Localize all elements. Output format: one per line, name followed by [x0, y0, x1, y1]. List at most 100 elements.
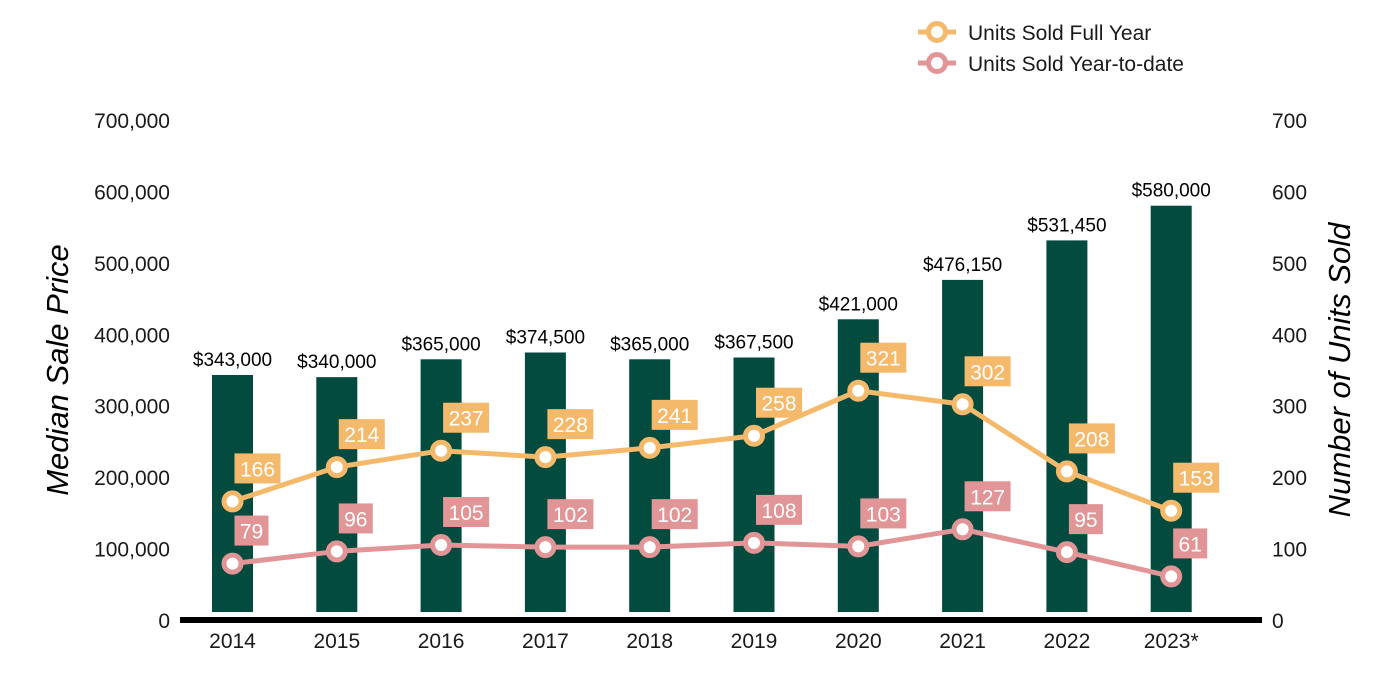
bar [629, 359, 671, 612]
data-label: 61 [1179, 533, 1202, 556]
data-label: 237 [449, 408, 484, 431]
left-axis-title: Median Sale Price [40, 244, 75, 496]
data-label: 166 [240, 458, 275, 481]
bar-value-label: $531,450 [1027, 215, 1106, 236]
bar-value-label: $374,500 [506, 328, 585, 349]
data-label: 79 [240, 521, 263, 544]
data-label-box [547, 409, 594, 440]
data-label-box [1173, 528, 1208, 559]
data-label: 102 [553, 504, 588, 527]
left-tick-label: 400,000 [94, 324, 170, 347]
bar-value-label: $340,000 [297, 352, 376, 373]
data-label: 102 [657, 504, 692, 527]
data-point [1160, 499, 1183, 522]
right-tick-label: 500 [1272, 253, 1307, 276]
bar [420, 359, 462, 612]
legend-item: Units Sold Full Year [918, 21, 1151, 45]
data-point [534, 446, 557, 469]
bar-value-label: $421,000 [819, 294, 898, 315]
data-label-box [651, 499, 698, 530]
right-axis-title: Number of Units Sold [1322, 221, 1357, 517]
legend-label: Units Sold Full Year [968, 22, 1151, 45]
x-tick-label: 2022 [1044, 630, 1091, 653]
data-label: 214 [344, 424, 379, 447]
data-label: 103 [866, 503, 901, 526]
data-label: 108 [761, 500, 796, 523]
x-tick-label: 2014 [209, 630, 256, 653]
line-series-2: 79 96 105 102 102 108 103 127 95 61 [221, 481, 1208, 588]
legend-swatch-marker [926, 21, 948, 43]
bar-value-labels: $343,000 $340,000 $365,000 $374,500 $365,000… [193, 181, 1211, 373]
right-axis-ticks: 0 100 200 300 400 500 600 700 [1272, 110, 1307, 633]
data-label-box [1068, 504, 1103, 535]
data-point [1055, 460, 1078, 483]
left-tick-label: 0 [158, 610, 170, 633]
data-label: 302 [970, 361, 1005, 384]
data-label-box [338, 419, 385, 450]
data-point [430, 439, 453, 462]
data-label-box [338, 503, 373, 534]
left-tick-label: 500,000 [94, 253, 170, 276]
data-label: 96 [344, 508, 367, 531]
data-label-box [651, 399, 698, 430]
data-label-box [547, 499, 594, 530]
line-series: 166 214 237 228 241 258 321 302 208 153 79 96 105 102… [221, 342, 1220, 588]
data-point [1160, 565, 1183, 588]
legend-item: Units Sold Year-to-date [918, 52, 1184, 76]
x-tick-label: 2021 [939, 630, 986, 653]
data-point [325, 456, 348, 479]
data-label: 105 [449, 502, 484, 525]
legend: Units Sold Full Year Units Sold Year-to-d… [918, 21, 1184, 76]
x-tick-label: 2019 [731, 630, 778, 653]
data-point [951, 518, 974, 541]
x-tick-label: 2015 [313, 630, 360, 653]
data-label: 241 [657, 405, 692, 428]
data-point [743, 424, 765, 447]
right-tick-label: 700 [1272, 110, 1307, 133]
data-point [534, 536, 557, 559]
right-tick-label: 200 [1272, 467, 1307, 490]
bar-value-label: $343,000 [193, 350, 272, 371]
x-tick-label: 2017 [522, 630, 569, 653]
data-label-box [964, 356, 1011, 387]
data-label-box [1173, 462, 1220, 493]
data-label-box [1068, 423, 1115, 454]
series-line [231, 388, 1173, 514]
line-series-1: 166 214 237 228 241 258 321 302 208 153 [221, 342, 1220, 522]
bar-value-label: $580,000 [1132, 181, 1211, 202]
data-point [847, 535, 870, 558]
data-label: 321 [866, 348, 901, 371]
data-label: 153 [1179, 468, 1214, 491]
right-tick-label: 100 [1272, 539, 1307, 562]
left-axis-ticks: 0 100,000 200,000 300,000 400,000 500,000 600,… [94, 110, 170, 633]
data-point [638, 436, 661, 459]
data-label: 228 [553, 414, 588, 437]
data-label-box [443, 497, 490, 527]
x-tick-label: 2018 [626, 630, 673, 653]
left-tick-label: 700,000 [94, 110, 170, 133]
bar [524, 352, 566, 612]
data-point [221, 490, 244, 513]
bar-series [212, 205, 1192, 612]
right-tick-label: 400 [1272, 324, 1307, 347]
x-tick-label: 2020 [835, 630, 882, 653]
data-point [221, 552, 244, 575]
data-point [1055, 541, 1078, 564]
left-tick-label: 200,000 [94, 467, 170, 490]
left-tick-label: 100,000 [94, 539, 170, 562]
data-label-box [964, 481, 1011, 512]
bar-value-label: $476,150 [923, 255, 1002, 276]
data-point [638, 536, 661, 559]
x-tick-label: 2016 [418, 630, 465, 653]
right-tick-label: 0 [1272, 610, 1284, 633]
bar-value-label: $365,000 [401, 334, 480, 355]
data-point [847, 379, 870, 402]
series-line [232, 526, 1172, 579]
data-label-box [860, 342, 907, 373]
bar [316, 377, 358, 612]
right-tick-label: 600 [1272, 181, 1307, 204]
legend-swatch-marker [926, 52, 948, 74]
x-tick-label: 2023* [1144, 630, 1199, 653]
data-label-box [756, 494, 802, 525]
